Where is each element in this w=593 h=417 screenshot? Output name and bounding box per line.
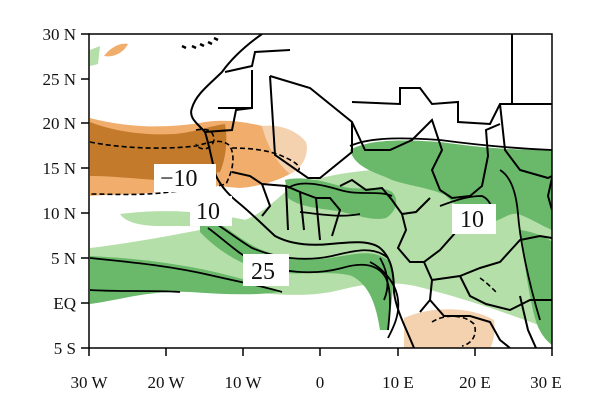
border-nigeria-cameroon: [339, 178, 471, 263]
contour-label-box-2: [190, 196, 232, 226]
contour-label: 10: [196, 199, 220, 225]
contour-10-north: [349, 137, 552, 151]
border-west-africa-small: [231, 171, 342, 241]
positive-shading: [90, 46, 552, 345]
lon-tick-label: 20 E: [459, 373, 491, 392]
africa-west-coast: [190, 34, 415, 348]
lat-tick-label: 15 N: [42, 159, 76, 178]
lon-tick-label: 10 W: [225, 373, 263, 392]
lon-tick-label: 30 W: [71, 373, 109, 392]
positive-weak-north-atlantic: [90, 46, 100, 66]
lon-tick-label: 0: [316, 373, 325, 392]
country-borders: [181, 34, 552, 348]
border-congo-south: [429, 295, 537, 348]
border-libya-egypt: [351, 87, 552, 126]
border-sudan: [499, 103, 552, 180]
contour-25: [207, 227, 391, 331]
contour-label: 25: [251, 259, 275, 285]
lat-tick-label: 25 N: [42, 70, 76, 89]
latitude-axis: 30 N 25 N 20 N 15 N 10 N 5 N EQ 5 S: [42, 25, 89, 358]
contour-negative-south: [431, 277, 497, 347]
positive-strong-sahel: [350, 140, 552, 230]
negative-faint-angola: [404, 309, 495, 348]
contour-negative-west: [89, 140, 234, 196]
border-mauritania: [204, 107, 253, 133]
lat-tick-label: EQ: [53, 294, 76, 313]
lon-tick-label: 20 W: [148, 373, 186, 392]
contour-negative-inner: [195, 128, 300, 173]
border-niger-chad: [351, 118, 501, 200]
lat-tick-label: 10 N: [42, 204, 76, 223]
lon-tick-label: 30 E: [530, 373, 562, 392]
contour-label-box-3: [243, 254, 289, 286]
lat-tick-label: 30 N: [42, 25, 76, 44]
contour-label: −10: [160, 166, 198, 192]
lat-tick-label: 5 S: [54, 339, 76, 358]
lat-tick-label: 5 N: [51, 249, 76, 268]
positive-strong-guinea: [90, 256, 280, 304]
contour-guinea: [89, 257, 283, 293]
border-east: [511, 34, 552, 211]
map-content: −10 10 25 10: [89, 34, 552, 348]
contour-congo: [369, 257, 400, 339]
contour-label-box-4: [452, 204, 496, 234]
positive-weak-strip: [120, 211, 255, 227]
border-morocco: [224, 49, 291, 73]
longitude-axis: 30 W 20 W 10 W 0 10 E 20 E 30 E: [71, 348, 562, 392]
contour-label: 10: [460, 207, 484, 233]
negative-atlantic-north: [104, 43, 128, 57]
positive-strong-central: [285, 178, 397, 219]
contour-label-box-1: [154, 164, 216, 192]
positive-strong-congo: [520, 230, 552, 345]
lat-tick-label: 20 N: [42, 114, 76, 133]
contour-10-inner: [287, 182, 393, 217]
island-canary: [181, 36, 219, 50]
contour-labels: −10 10 25 10: [154, 164, 496, 286]
lon-tick-label: 10 E: [382, 373, 414, 392]
